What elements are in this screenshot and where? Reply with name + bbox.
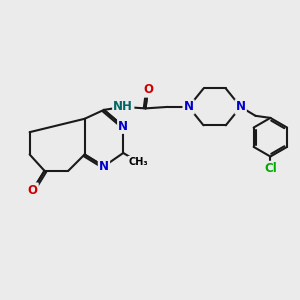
Text: CH₃: CH₃ [128, 157, 148, 167]
Text: Cl: Cl [264, 162, 277, 175]
Text: NH: NH [113, 100, 133, 113]
Text: N: N [118, 120, 128, 133]
Text: N: N [99, 160, 109, 173]
Text: O: O [143, 83, 153, 97]
Text: N: N [184, 100, 194, 113]
Text: N: N [236, 100, 246, 113]
Text: O: O [28, 184, 38, 196]
